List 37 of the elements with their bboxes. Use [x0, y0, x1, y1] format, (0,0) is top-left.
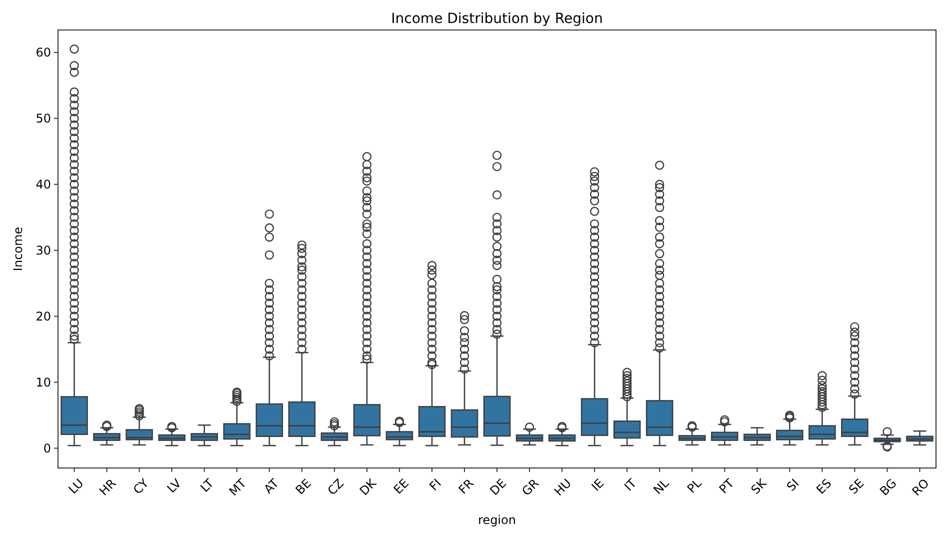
x-axis-title: region — [478, 513, 516, 527]
y-tick-label: 0 — [43, 441, 51, 456]
x-tick-label: LT — [198, 476, 217, 495]
x-tick-label: EE — [390, 476, 412, 497]
x-tick-label: CY — [130, 476, 152, 498]
y-tick-label: 60 — [36, 46, 51, 60]
x-tick-label: BE — [292, 476, 314, 498]
x-tick-label: DK — [356, 475, 380, 498]
y-axis-title: Income — [11, 226, 25, 272]
x-tick-label: NL — [650, 476, 672, 498]
y-tick-label: 10 — [36, 375, 51, 390]
x-tick-label: SK — [748, 475, 770, 498]
x-tick-label: DE — [487, 476, 510, 498]
x-tick-label: CZ — [324, 476, 346, 498]
x-tick-label: LU — [66, 476, 86, 497]
x-tick-label: GR — [519, 476, 542, 499]
x-tick-label: PT — [716, 476, 738, 496]
x-tick-label: HU — [552, 476, 574, 499]
x-tick-label: SE — [846, 476, 867, 497]
x-tick-label: LV — [164, 476, 184, 496]
x-tick-label: RO — [909, 476, 932, 499]
x-tick-label: ES — [814, 476, 834, 497]
x-tick-label: FR — [456, 476, 477, 497]
x-tick-label: FI — [426, 476, 444, 494]
x-tick-label: HR — [96, 476, 119, 498]
y-tick-label: 30 — [36, 244, 51, 258]
chart-title: Income Distribution by Region — [391, 11, 603, 27]
x-tick-label: BG — [877, 476, 900, 498]
x-tick-label: IE — [588, 476, 607, 494]
y-tick-label: 40 — [36, 178, 51, 192]
y-tick-label: 50 — [36, 112, 51, 126]
x-tick-label: MT — [226, 476, 250, 499]
x-tick-label: PL — [684, 476, 704, 496]
y-tick-label: 20 — [36, 309, 51, 324]
x-tick-label: AT — [261, 476, 282, 496]
x-tick-label: SI — [784, 476, 802, 494]
x-tick-label: IT — [622, 476, 640, 494]
